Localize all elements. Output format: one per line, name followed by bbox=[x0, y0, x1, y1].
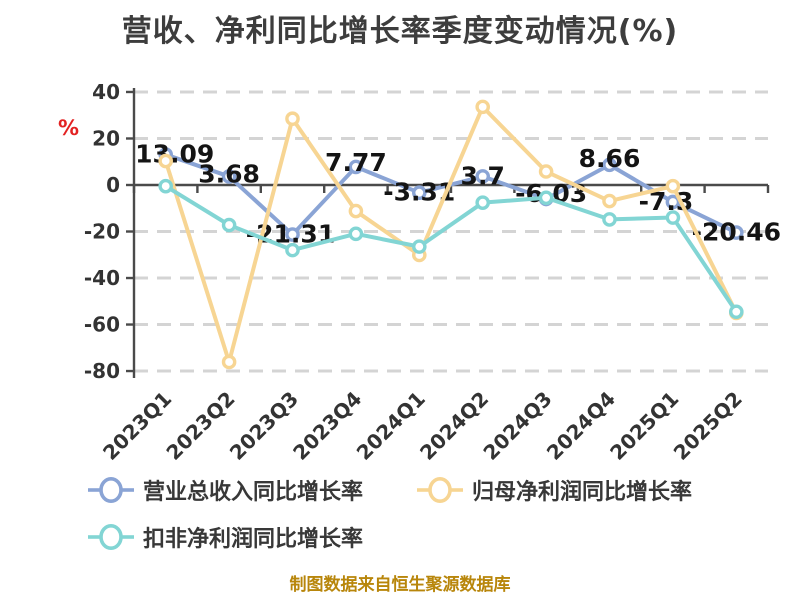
legend-marker-icon bbox=[88, 477, 134, 503]
series-value-label-revenue-yoy: -20.46 bbox=[692, 218, 781, 247]
legend-row: 扣非净利润同比增长率 bbox=[88, 521, 768, 553]
x-axis-tick-label: 2024Q3 bbox=[478, 387, 556, 465]
y-axis-tick-label: -20 bbox=[84, 220, 120, 244]
series-marker-non-gaap-net-profit-yoy bbox=[602, 212, 617, 227]
series-marker-non-gaap-net-profit-yoy bbox=[475, 195, 491, 210]
legend-marker-icon bbox=[88, 524, 134, 550]
series-value-label-revenue-yoy: 3.68 bbox=[198, 159, 260, 188]
y-axis-tick-label: 20 bbox=[92, 126, 120, 150]
series-marker-revenue-yoy bbox=[411, 185, 427, 200]
series-marker-net-profit-yoy bbox=[348, 203, 364, 219]
x-axis-tick-label: 2024Q1 bbox=[352, 387, 430, 465]
legend-item-revenue-yoy[interactable]: 营业总收入同比增长率 bbox=[88, 474, 363, 506]
legend-label-net-profit-yoy: 归母净利润同比增长率 bbox=[472, 480, 693, 505]
y-axis-tick-label: -40 bbox=[84, 266, 120, 290]
legend-label-non-gaap-net-profit-yoy: 扣非净利润同比增长率 bbox=[143, 527, 364, 552]
chart-legend: 营业总收入同比增长率 归母净利润同比增长率 扣非净利润同比增长率 bbox=[88, 474, 768, 568]
series-marker-net-profit-yoy bbox=[285, 111, 300, 127]
y-axis-tick-label: 0 bbox=[106, 173, 120, 197]
series-marker-non-gaap-net-profit-yoy bbox=[729, 304, 744, 320]
series-marker-net-profit-yoy bbox=[221, 354, 237, 370]
series-marker-non-gaap-net-profit-yoy bbox=[221, 217, 237, 233]
legend-item-net-profit-yoy[interactable]: 归母净利润同比增长率 bbox=[417, 474, 692, 506]
series-marker-revenue-yoy bbox=[665, 194, 681, 210]
series-marker-revenue-yoy bbox=[221, 169, 237, 184]
series-value-label-revenue-yoy: 3.7 bbox=[461, 161, 505, 190]
series-marker-revenue-yoy bbox=[602, 157, 617, 173]
series-marker-non-gaap-net-profit-yoy bbox=[665, 210, 681, 225]
x-axis-tick-label: 2024Q4 bbox=[542, 387, 620, 465]
series-marker-revenue-yoy bbox=[348, 159, 364, 175]
legend-item-non-gaap-net-profit-yoy[interactable]: 扣非净利润同比增长率 bbox=[88, 521, 363, 553]
series-marker-non-gaap-net-profit-yoy bbox=[158, 178, 173, 194]
series-marker-net-profit-yoy bbox=[602, 193, 617, 209]
data-source-note: 制图数据来自恒生聚源数据库 bbox=[289, 575, 511, 595]
x-axis-tick-label: 2023Q1 bbox=[98, 387, 176, 465]
series-marker-non-gaap-net-profit-yoy bbox=[411, 239, 427, 254]
y-axis-tick-label: -80 bbox=[84, 359, 120, 383]
series-marker-non-gaap-net-profit-yoy bbox=[538, 190, 554, 206]
series-line-net-profit-yoy bbox=[163, 104, 739, 364]
x-axis-tick-label: 2023Q2 bbox=[161, 387, 239, 465]
series-value-label-revenue-yoy: 7.77 bbox=[325, 148, 387, 177]
series-marker-non-gaap-net-profit-yoy bbox=[285, 242, 300, 258]
y-axis-tick-label: -60 bbox=[84, 313, 120, 337]
legend-row: 营业总收入同比增长率 归母净利润同比增长率 bbox=[88, 474, 768, 506]
y-axis-tick-label: 40 bbox=[92, 80, 120, 104]
series-value-label-revenue-yoy: 13.09 bbox=[135, 140, 214, 169]
series-line-non-gaap-net-profit-yoy bbox=[163, 184, 739, 314]
series-marker-revenue-yoy bbox=[729, 225, 744, 240]
chart-title: 营收、净利同比增长率季度变动情况(%) bbox=[121, 14, 679, 49]
x-axis-tick-label: 2023Q3 bbox=[225, 387, 303, 465]
series-marker-net-profit-yoy bbox=[475, 99, 491, 115]
legend-marker-icon bbox=[417, 477, 464, 503]
x-axis-tick-label: 2023Q4 bbox=[288, 387, 366, 465]
legend-label-revenue-yoy: 营业总收入同比增长率 bbox=[143, 480, 364, 505]
x-axis-tick-label: 2025Q1 bbox=[605, 387, 683, 465]
series-marker-revenue-yoy bbox=[475, 169, 491, 184]
x-axis-tick-label: 2025Q2 bbox=[669, 387, 747, 465]
series-marker-net-profit-yoy bbox=[538, 164, 554, 179]
series-marker-revenue-yoy bbox=[285, 227, 300, 242]
series-marker-net-profit-yoy bbox=[158, 153, 173, 169]
x-axis-tick-label: 2024Q2 bbox=[415, 387, 493, 465]
series-value-label-revenue-yoy: 8.66 bbox=[579, 144, 641, 173]
series-marker-non-gaap-net-profit-yoy bbox=[348, 226, 364, 242]
y-axis-unit-label: % bbox=[58, 116, 80, 140]
series-marker-net-profit-yoy bbox=[665, 178, 681, 194]
